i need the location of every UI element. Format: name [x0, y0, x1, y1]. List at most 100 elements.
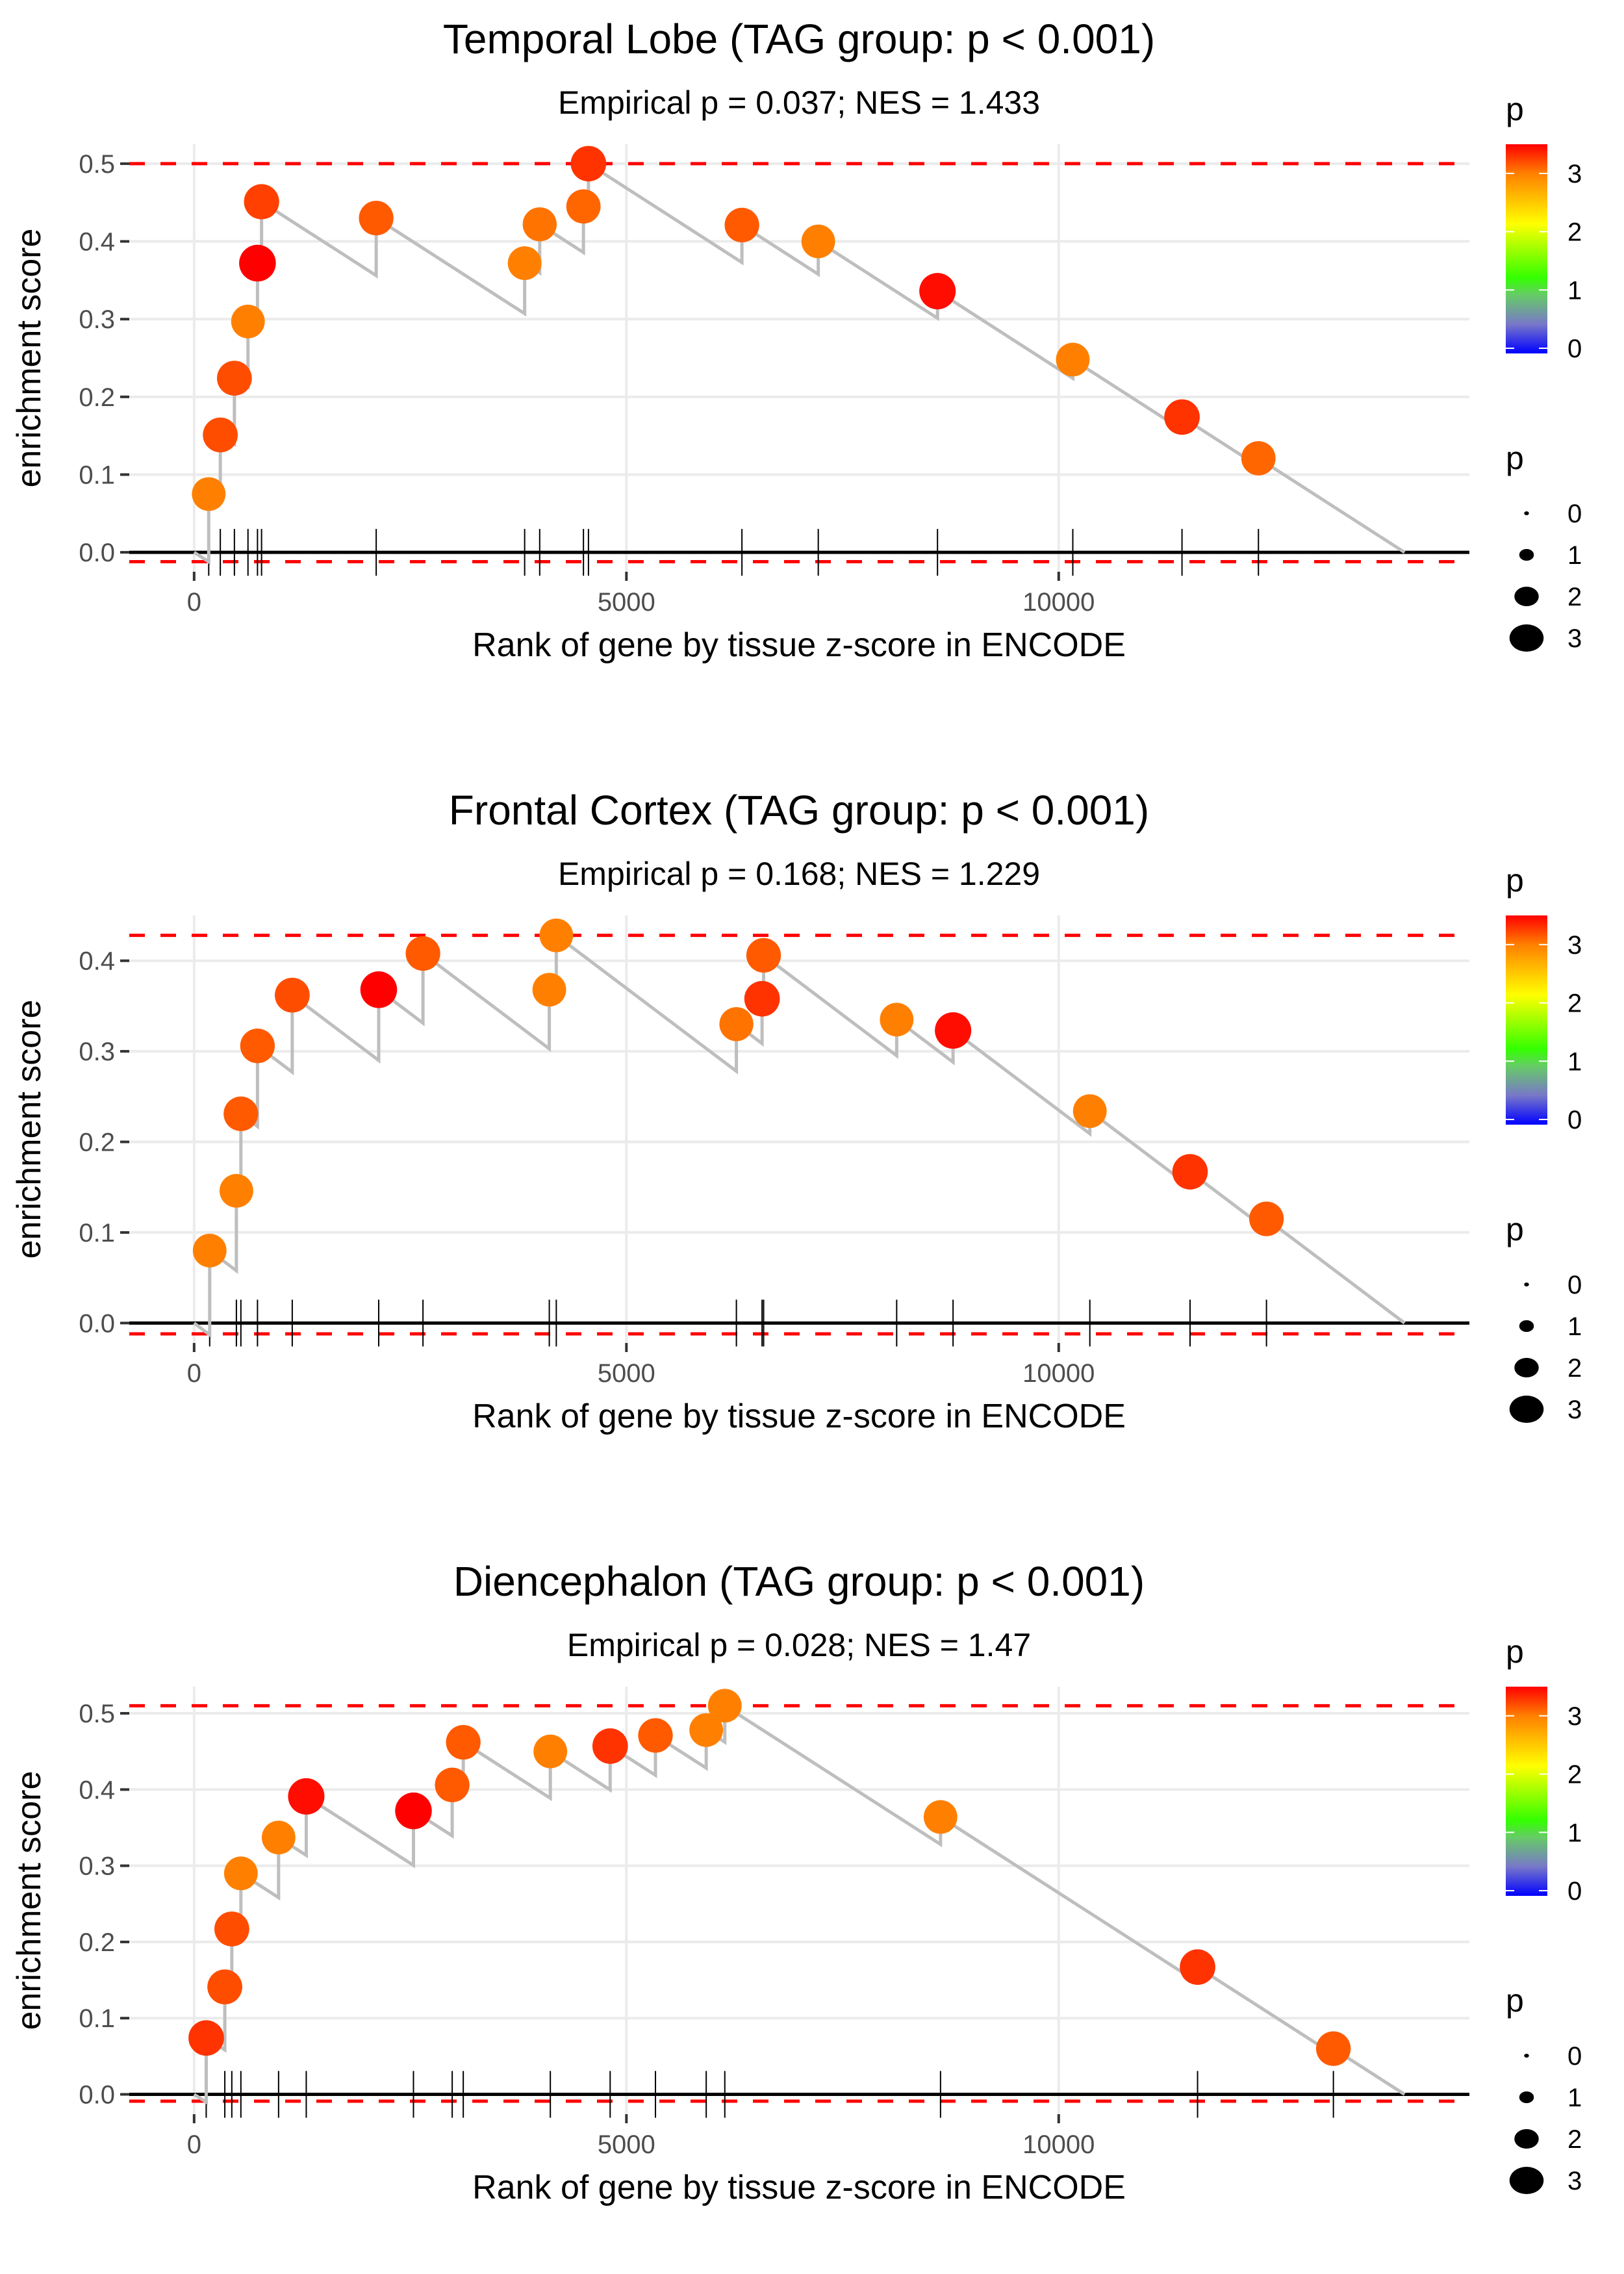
size-legend-label: 1	[1567, 541, 1582, 570]
size-legend-label: 0	[1567, 1271, 1582, 1299]
size-legend-label: 1	[1567, 1312, 1582, 1341]
size-legend-label: 3	[1567, 1396, 1582, 1424]
x-axis-title: Rank of gene by tissue z-score in ENCODE	[472, 626, 1126, 664]
size-legend-dot	[1524, 1283, 1529, 1286]
data-point	[724, 207, 759, 243]
y-tick-label: 0.2	[79, 383, 115, 412]
x-tick-label: 0	[187, 588, 201, 617]
size-legend-dot	[1509, 2167, 1544, 2194]
data-point	[566, 189, 601, 224]
data-point	[188, 2020, 224, 2056]
data-point	[1180, 1949, 1215, 1985]
data-point	[638, 1718, 673, 1753]
legend-panel-1: p 0 1 2 3 p 0 1 2 3	[1506, 91, 1582, 653]
size-legend-title: p	[1506, 440, 1524, 476]
chart-subtitle: Empirical p = 0.028; NES = 1.47	[567, 1627, 1031, 1663]
data-point	[435, 1767, 470, 1802]
color-legend-label: 0	[1567, 335, 1582, 363]
size-legend-label: 1	[1567, 2084, 1582, 2112]
color-legend-title: p	[1506, 862, 1524, 899]
y-tick-label: 0.4	[79, 228, 115, 257]
size-legend-dot	[1524, 2054, 1529, 2058]
size-legend-dot	[1519, 2091, 1534, 2103]
chart-panel-1: Temporal Lobe (TAG group: p < 0.001) Empi…	[10, 16, 1469, 664]
y-axis-title: enrichment score	[10, 1000, 48, 1259]
x-tick-label: 10000	[1022, 1359, 1095, 1388]
y-tick-label: 0.2	[79, 1928, 115, 1957]
color-legend-title: p	[1506, 91, 1524, 127]
color-legend-label: 0	[1567, 1106, 1582, 1134]
data-point	[261, 1820, 296, 1855]
data-point	[532, 973, 566, 1007]
data-point	[288, 1778, 325, 1815]
data-point	[746, 938, 781, 973]
data-point	[1072, 1094, 1107, 1129]
chart-subtitle: Empirical p = 0.037; NES = 1.433	[558, 84, 1040, 121]
color-legend-label: 2	[1567, 990, 1582, 1018]
data-point	[446, 1724, 481, 1760]
color-bar	[1506, 915, 1547, 1125]
data-point	[216, 361, 252, 396]
chart-panel-2: Frontal Cortex (TAG group: p < 0.001) Emp…	[10, 787, 1469, 1435]
x-axis-title: Rank of gene by tissue z-score in ENCODE	[472, 1398, 1126, 1435]
y-tick-label: 0.4	[79, 1776, 115, 1804]
chart-panel-3: Diencephalon (TAG group: p < 0.001) Empir…	[10, 1558, 1469, 2206]
y-tick-label: 0.1	[79, 1219, 115, 1247]
x-axis-title: Rank of gene by tissue z-score in ENCODE	[472, 2169, 1126, 2206]
size-legend-label: 0	[1567, 500, 1582, 528]
data-point	[1172, 1154, 1208, 1190]
color-bar	[1506, 1687, 1547, 1896]
data-point	[923, 1800, 958, 1834]
data-point	[507, 246, 542, 280]
size-legend-label: 0	[1567, 2042, 1582, 2071]
y-tick-label: 0.0	[79, 2081, 115, 2110]
y-tick-label: 0.1	[79, 2004, 115, 2033]
data-point	[244, 184, 279, 220]
y-tick-label: 0.5	[79, 150, 115, 179]
data-point	[533, 1734, 568, 1769]
color-legend-label: 1	[1567, 1047, 1582, 1076]
data-point	[1249, 1201, 1284, 1236]
y-axis-title: enrichment score	[10, 229, 48, 488]
size-legend-label: 2	[1567, 583, 1582, 611]
x-tick-label: 5000	[598, 588, 655, 617]
data-point	[223, 1096, 259, 1131]
y-tick-label: 0.3	[79, 1852, 115, 1881]
x-tick-label: 5000	[598, 1359, 655, 1388]
size-legend-label: 2	[1567, 1354, 1582, 1383]
size-legend-dot	[1514, 1358, 1539, 1377]
size-legend-label: 2	[1567, 2125, 1582, 2154]
data-point	[689, 1713, 724, 1747]
data-point	[214, 1911, 249, 1947]
data-point	[592, 1728, 628, 1764]
color-legend-label: 3	[1567, 1702, 1582, 1731]
size-legend-dot	[1519, 549, 1534, 561]
data-point	[801, 224, 835, 259]
size-legend-dot	[1519, 1320, 1534, 1332]
color-legend-label: 1	[1567, 276, 1582, 305]
data-point	[395, 1792, 432, 1830]
y-tick-label: 0.2	[79, 1129, 115, 1157]
data-point	[275, 977, 310, 1013]
x-tick-label: 10000	[1022, 588, 1095, 617]
size-legend-title: p	[1506, 1211, 1524, 1247]
size-legend-dot	[1514, 2129, 1539, 2149]
color-legend-title: p	[1506, 1633, 1524, 1670]
y-tick-label: 0.0	[79, 539, 115, 567]
x-tick-label: 0	[187, 2130, 201, 2159]
y-axis-title: enrichment score	[10, 1771, 48, 2030]
chart-title: Diencephalon (TAG group: p < 0.001)	[453, 1558, 1145, 1605]
legend-panel-3: p 0 1 2 3 p 0 1 2 3	[1506, 1633, 1582, 2195]
x-tick-label: 5000	[598, 2130, 655, 2159]
data-point	[240, 1028, 275, 1064]
chart-title: Temporal Lobe (TAG group: p < 0.001)	[443, 16, 1155, 62]
size-legend-dot	[1509, 1396, 1544, 1423]
data-point	[207, 1969, 242, 2004]
chart-title: Frontal Cortex (TAG group: p < 0.001)	[449, 787, 1149, 834]
y-tick-label: 0.0	[79, 1309, 115, 1338]
data-point	[570, 146, 607, 182]
color-bar	[1506, 144, 1547, 353]
data-point	[707, 1689, 742, 1723]
data-point	[919, 273, 956, 310]
